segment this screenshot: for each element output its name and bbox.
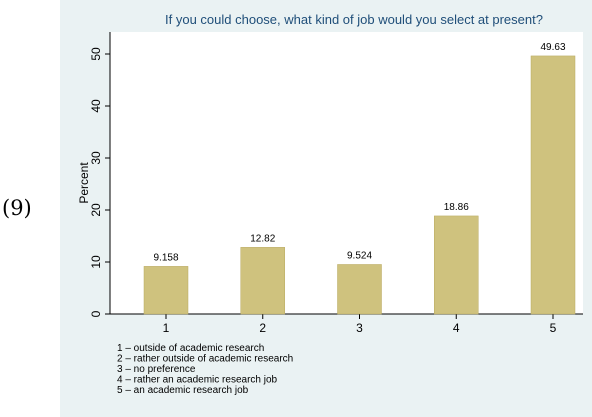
bar xyxy=(337,264,382,315)
y-tick-label: 20 xyxy=(89,203,103,217)
x-tick-label: 2 xyxy=(259,321,266,335)
bar-value-label: 9.524 xyxy=(347,250,372,261)
category-note: 2 – rather outside of academic research xyxy=(117,354,293,365)
bar xyxy=(240,247,285,315)
category-note: 5 – an academic research job xyxy=(117,385,249,396)
bar-value-label: 9.158 xyxy=(153,252,178,263)
y-tick-label: 10 xyxy=(89,255,103,269)
y-tick-label: 40 xyxy=(89,99,103,113)
x-ticks: 1 2 3 4 5 xyxy=(163,314,557,335)
bar-value-label: 12.82 xyxy=(250,233,275,244)
category-note: 3 – no preference xyxy=(117,364,196,375)
y-ticks: 0 10 20 30 40 50 xyxy=(89,47,110,317)
equation-number: (9) xyxy=(2,196,32,220)
x-tick-label: 3 xyxy=(356,321,363,335)
category-note: 1 – outside of academic research xyxy=(117,343,264,354)
category-note: 4 – rather an academic research job xyxy=(117,375,278,386)
y-tick-label: 50 xyxy=(89,47,103,61)
x-tick-label: 1 xyxy=(163,321,170,335)
bars xyxy=(143,55,576,315)
y-tick-label: 30 xyxy=(89,151,103,165)
bar xyxy=(530,55,576,315)
bar xyxy=(143,266,189,315)
x-tick-label: 5 xyxy=(550,321,557,335)
bar-value-label: 18.86 xyxy=(444,202,469,213)
bar xyxy=(434,215,479,315)
x-tick-label: 4 xyxy=(453,321,460,335)
bar-value-labels: 9.158 12.82 9.524 18.86 49.63 xyxy=(153,42,565,263)
bar-value-label: 49.63 xyxy=(540,42,565,53)
y-axis-label: Percent xyxy=(77,162,91,204)
y-tick-label: 0 xyxy=(89,310,103,317)
chart-title: If you could choose, what kind of job wo… xyxy=(165,12,543,27)
